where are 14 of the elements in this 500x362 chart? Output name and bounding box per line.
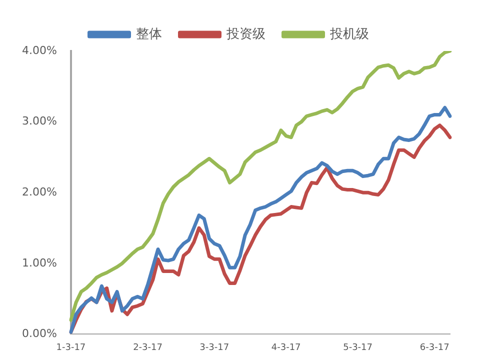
x-tick-label: 3-3-17 bbox=[200, 342, 230, 353]
x-tick-label: 5-3-17 bbox=[343, 342, 372, 353]
y-tick-label: 1.00% bbox=[22, 256, 57, 270]
legend-label: 整体 bbox=[136, 26, 162, 42]
legend-label: 投机级 bbox=[328, 26, 369, 42]
x-tick-label: 1-3-17 bbox=[56, 342, 86, 353]
y-tick-label: 4.00% bbox=[22, 44, 57, 57]
y-tick-label: 3.00% bbox=[22, 114, 57, 128]
x-tick-label: 6-3-17 bbox=[420, 342, 450, 353]
x-tick-label: 4-3-17 bbox=[271, 342, 301, 353]
y-tick-label: 2.00% bbox=[22, 185, 57, 198]
y-tick-label: 0.00% bbox=[22, 327, 57, 340]
legend-label: 投资级 bbox=[225, 26, 266, 42]
x-tick-label: 2-3-17 bbox=[133, 342, 162, 353]
